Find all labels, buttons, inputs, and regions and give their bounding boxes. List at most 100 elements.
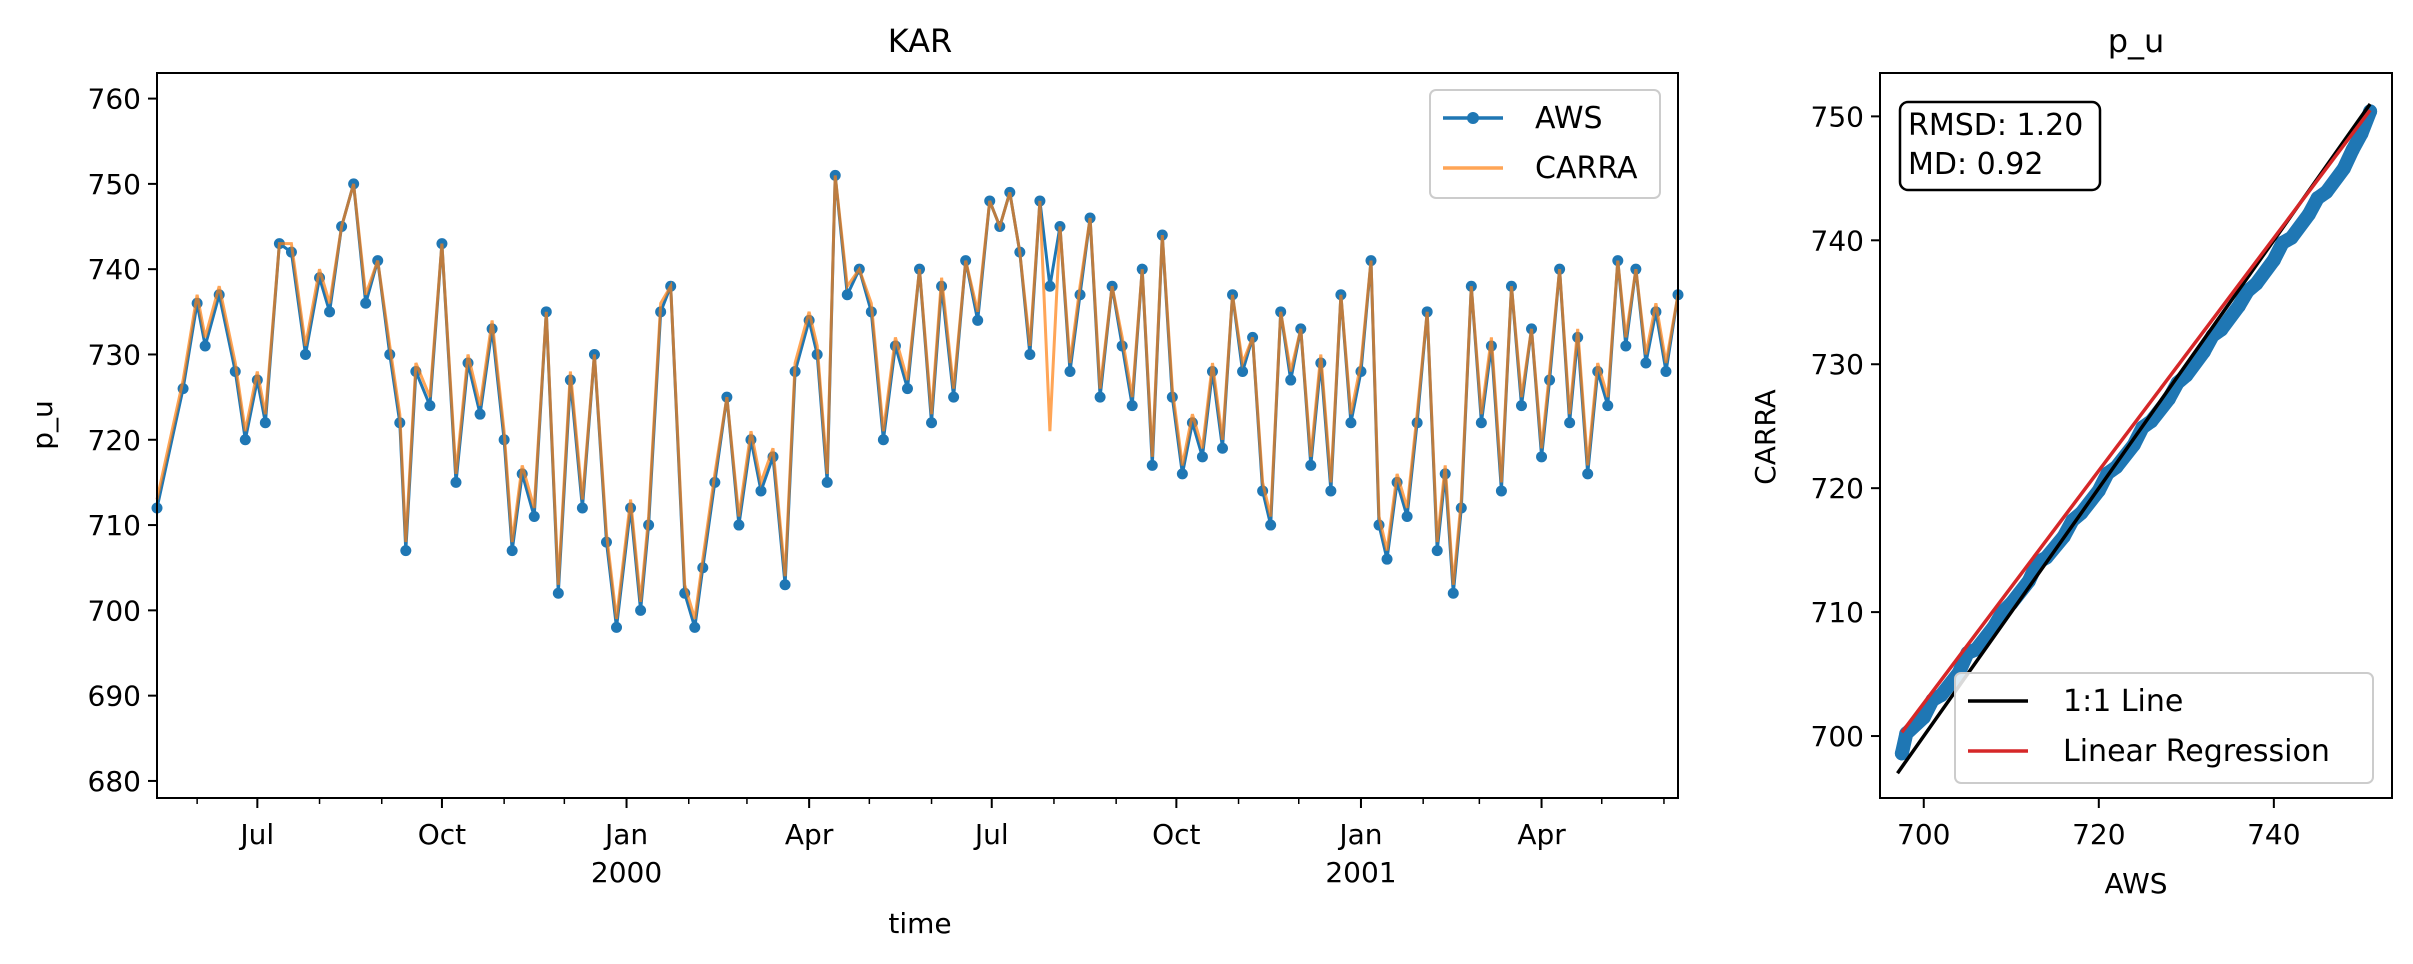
ts-ytick-label-3: 710 [88,509,141,542]
timeseries-legend: AWS CARRA [1429,89,1661,199]
aws-point-24 [450,476,462,488]
sc-ytick-label-4: 740 [1811,224,1864,257]
aws-point-70 [972,314,984,326]
aws-point-22 [424,400,436,412]
scatter-axes-frame [1879,72,2393,799]
aws-point-123 [1495,485,1507,497]
aws-point-96 [1237,366,1249,378]
aws-point-101 [1285,374,1297,386]
ts-xtick-label-4: Jul [973,818,1009,851]
aws-point-11 [299,348,311,360]
ts-ytick-label-8: 760 [88,83,141,116]
aws-point-92 [1196,451,1208,463]
timeseries-title: KAR [888,22,953,60]
aws-point-105 [1325,485,1337,497]
legend-aws-label: AWS [1535,101,1603,136]
aws-point-140 [1660,366,1672,378]
aws-point-75 [1024,348,1036,360]
aws-point-31 [528,511,540,523]
ts-ytick-label-2: 700 [88,594,141,627]
aws-point-121 [1475,417,1487,429]
aws-point-111 [1381,553,1393,565]
aws-point-26 [474,408,486,420]
ts-xtick-label-7: Apr [1517,818,1566,851]
legend-carra-label: CARRA [1535,151,1638,186]
ts-xtick-label-5: Oct [1152,818,1200,851]
aws-point-82 [1094,391,1106,403]
ts-ytick-label-1: 690 [88,680,141,713]
aws-point-138 [1640,357,1652,369]
ts-xtick-label-6: Jan [1337,818,1382,851]
scatter-y-ticks: 700 710 720 730 740 750 [1811,100,1880,753]
aws-point-3 [199,340,211,352]
aws-point-127 [1536,451,1548,463]
ts-ytick-label-5: 730 [88,338,141,371]
ts-xtick-label-3: Apr [785,818,834,851]
ts-xtick-sublabel-2: 2000 [591,856,662,889]
aws-point-49 [733,519,745,531]
scatter-point-band [1894,104,2378,761]
scatter-legend: 1:1 Line Linear Regression [1954,672,2374,784]
scatter-legend-box [1954,672,2374,784]
aws-point-64 [901,383,913,395]
aws-point-16 [360,297,372,309]
aws-point-125 [1515,400,1527,412]
sc-ytick-label-2: 720 [1811,472,1864,505]
aws-point-85 [1126,400,1138,412]
aws-point-94 [1217,442,1229,454]
scatter-plot-area [1894,102,2378,775]
sc-ytick-label-1: 710 [1811,596,1864,629]
aws-point-130 [1564,417,1576,429]
timeseries-xlabel: time [888,907,951,940]
series-aws-line [155,175,1680,628]
aws-point-132 [1582,468,1594,480]
aws-point-59 [841,289,853,301]
timeseries-ylabel: p_u [26,400,59,450]
scatter-x-ticks: 700 720 740 [1897,798,2301,851]
aws-point-87 [1146,459,1158,471]
aws-point-62 [877,434,889,446]
aws-point-51 [755,485,767,497]
sc-ytick-label-3: 730 [1811,348,1864,381]
aws-point-38 [611,621,623,633]
timeseries-axes-frame [156,72,1679,799]
aws-point-113 [1401,511,1413,523]
aws-point-35 [576,502,588,514]
legend-regression-label: Linear Regression [2063,734,2330,769]
aws-point-66 [926,417,938,429]
sc-xtick-label-0: 700 [1897,818,1950,851]
aws-point-134 [1602,400,1614,412]
aws-point-45 [689,621,701,633]
ts-ytick-label-4: 720 [88,424,141,457]
ts-ytick-label-7: 750 [88,168,141,201]
aws-point-107 [1345,417,1357,429]
aws-point-20 [400,545,412,557]
regression-line [1900,109,2372,734]
scatter-xlabel: AWS [2104,867,2167,900]
aws-point-103 [1305,459,1317,471]
legend-one-to-one-label: 1:1 Line [2063,684,2183,719]
aws-point-99 [1265,519,1277,531]
stats-box-frame [1898,100,2102,192]
timeseries-plot-area [151,169,1684,633]
ts-xtick-label-2: Jan [603,818,648,851]
timeseries-chart: KAR p_u time 680 690 700 710 720 730 740 750 760… [26,22,1684,940]
sc-xtick-label-2: 740 [2247,818,2300,851]
timeseries-y-ticks: 680 690 700 710 720 730 740 750 760 [88,83,157,798]
aws-point-8 [259,417,271,429]
aws-point-6 [239,434,251,446]
sc-xtick-label-1: 720 [2072,818,2125,851]
aws-point-136 [1620,340,1632,352]
aws-point-29 [506,545,518,557]
ts-ytick-label-0: 680 [88,765,141,798]
sc-ytick-label-5: 750 [1811,100,1864,133]
sc-ytick-label-0: 700 [1811,720,1864,753]
timeseries-x-ticks: Jul Oct Jan 2000 Apr Jul Oct Jan 2001 Apr [196,798,1665,889]
legend-aws-marker [1467,112,1479,124]
stats-box: RMSD: 1.20 MD: 0.92 [1898,100,2102,192]
aws-point-118 [1447,587,1459,599]
ts-xtick-sublabel-6: 2001 [1325,856,1396,889]
scatter-ylabel: CARRA [1749,389,1782,485]
